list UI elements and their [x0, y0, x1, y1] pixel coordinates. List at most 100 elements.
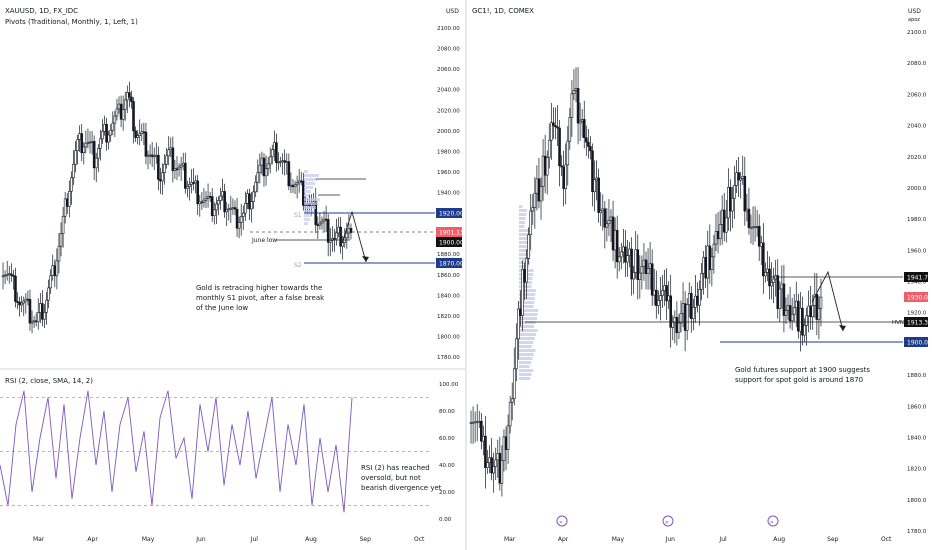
volume-profile-bar — [519, 253, 531, 256]
volume-profile-bar — [519, 345, 532, 348]
left-price-axis[interactable]: 2100.00 2080.00 2060.00 2040.00 2020.00 2000.… — [437, 26, 460, 361]
candle-body — [473, 421, 477, 424]
candle-body — [803, 325, 806, 336]
right-price-badges: 1941.7 1930.0 1913.3 1900.0 — [904, 272, 928, 347]
right-symbol: GC1!, 1D, COMEX — [472, 7, 534, 15]
candle-body — [737, 172, 740, 181]
volume-profile-bar — [519, 265, 530, 268]
candle-body — [541, 155, 545, 187]
candle-body — [246, 193, 249, 204]
volume-profile-bar — [304, 222, 308, 225]
candle-body — [724, 217, 728, 233]
candle-body — [626, 255, 629, 263]
candle-body — [157, 154, 160, 180]
volume-profile-bar — [519, 321, 536, 324]
candle-body — [488, 457, 491, 463]
volume-profile-bar — [519, 285, 532, 288]
candle-body — [233, 207, 237, 210]
candle-body — [119, 103, 123, 120]
event-icon[interactable] — [767, 515, 779, 527]
left-annotation-1: Gold is retracing higher towards the — [196, 284, 322, 292]
candle-body — [706, 245, 710, 279]
candle-body — [679, 313, 683, 324]
left-price-tick: 2020.00 — [437, 108, 460, 114]
candle-body — [171, 147, 175, 172]
month-tick: May — [142, 536, 155, 543]
right-time-axis[interactable]: Mar Apr May Jun Jul Aug Sep Oct — [504, 536, 892, 543]
candle-body — [128, 92, 131, 98]
volume-profile-bar — [519, 341, 534, 344]
candle-body — [659, 295, 662, 301]
candle-body — [550, 122, 553, 141]
candle-body — [469, 422, 473, 424]
candle-body — [694, 295, 697, 308]
candle-body — [167, 149, 171, 157]
candle-body — [685, 304, 689, 331]
volume-profile-bar — [519, 329, 538, 332]
candle-body — [665, 285, 668, 302]
candle-body — [729, 187, 732, 212]
left-time-axis[interactable]: Mar Apr May Jun Jul Aug Sep Oct — [33, 536, 425, 543]
candle-body — [753, 226, 757, 228]
candle-body — [609, 216, 613, 221]
volume-profile-bar — [519, 209, 527, 212]
candle-body — [154, 154, 158, 157]
volume-profile-bar — [519, 241, 528, 244]
right-price-axis[interactable]: 2100.0 2080.0 2060.0 2040.0 2020.0 2000.0 1980… — [907, 30, 927, 535]
candle-body — [275, 142, 278, 163]
candle-body — [704, 257, 707, 279]
candle-body — [82, 146, 86, 154]
month-tick: Jun — [195, 536, 206, 543]
volume-profile-bar — [519, 325, 535, 328]
volume-profile-bar — [519, 361, 532, 364]
candle-body — [759, 242, 763, 247]
candle-body — [150, 154, 154, 157]
month-tick: Oct — [414, 536, 425, 543]
candle-body — [266, 163, 270, 170]
candle-body — [589, 146, 592, 152]
volume-profile-bar — [519, 377, 531, 380]
event-icon[interactable] — [556, 515, 568, 527]
candle-body — [175, 168, 179, 171]
candle-body — [797, 300, 800, 332]
price-badge — [436, 258, 462, 268]
right-annotation-2: support for spot gold is around 1870 — [735, 376, 863, 384]
candle-body — [254, 181, 257, 193]
candle-body — [663, 285, 666, 291]
volume-profile-bar — [519, 213, 527, 216]
candle-body — [710, 256, 714, 270]
candle-body — [671, 322, 675, 328]
candle-body — [270, 149, 274, 158]
candle-body — [144, 131, 148, 157]
candle-body — [508, 401, 512, 427]
candle-body — [692, 307, 695, 319]
candle-body — [582, 119, 586, 139]
price-badge — [904, 272, 928, 282]
price-badge — [436, 227, 462, 237]
candle-body — [576, 88, 580, 124]
event-icon[interactable] — [662, 515, 674, 527]
candle-body — [237, 222, 241, 229]
candle-body — [210, 196, 214, 216]
price-badge — [904, 292, 928, 302]
volume-profile-bar — [519, 353, 534, 356]
left-volume-profile — [304, 170, 320, 225]
candle-body — [702, 257, 705, 274]
left-price-tick: 2000.00 — [437, 129, 460, 135]
right-price-tick: 1880.0 — [907, 373, 927, 379]
candle-body — [16, 301, 19, 303]
rsi-axis[interactable]: 100.00 80.00 60.00 40.00 20.00 0.00 — [0, 382, 459, 523]
candle-body — [562, 166, 565, 189]
candle-body — [113, 115, 117, 124]
candle-body — [99, 138, 102, 149]
candle-body — [646, 268, 650, 275]
s2-label: S2 — [294, 262, 302, 269]
volume-profile-bar — [519, 221, 526, 224]
candle-body — [799, 308, 802, 332]
rsi-annotation-2: oversold, but not — [361, 474, 421, 482]
candle-body — [794, 300, 798, 308]
candle-body — [572, 90, 576, 95]
candle-body — [148, 154, 152, 157]
candle-body — [324, 218, 328, 221]
volume-profile-bar — [519, 257, 531, 260]
